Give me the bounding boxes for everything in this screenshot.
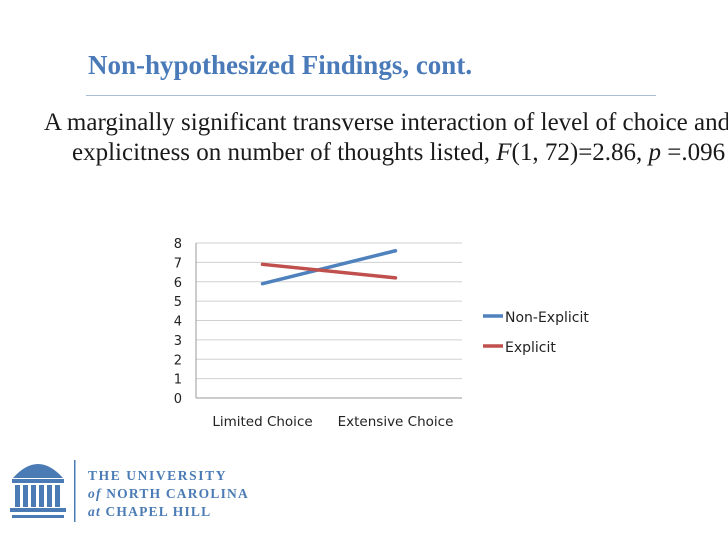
logo-line-3-prefix: at — [88, 504, 101, 519]
old-well-icon — [10, 464, 66, 518]
logo-line-1: THE UNIVERSITY — [88, 468, 227, 483]
series-line — [260, 249, 398, 286]
y-tick-label: 0 — [174, 392, 182, 407]
body-text-prefix: A marginally significant transverse inte… — [44, 109, 728, 166]
y-tick-label: 5 — [174, 295, 182, 310]
y-tick-label: 3 — [174, 334, 182, 349]
p-value: =.096 — [661, 139, 726, 166]
logo-line-3-main: CHAPEL HILL — [105, 504, 211, 519]
f-statistic-args: (1, 72)=2.86, — [511, 139, 649, 166]
p-symbol: p — [648, 139, 662, 166]
slide-body-text: A marginally significant transverse inte… — [44, 108, 728, 168]
y-tick-label: 7 — [174, 256, 182, 271]
y-tick-label: 6 — [174, 276, 182, 291]
y-tick-label: 8 — [174, 237, 182, 252]
legend-label: Explicit — [505, 340, 556, 356]
x-tick-label: Limited Choice — [212, 414, 312, 430]
x-tick-label: Extensive Choice — [338, 414, 454, 430]
y-tick-label: 4 — [174, 315, 182, 330]
legend-label: Non-Explicit — [505, 310, 589, 326]
f-statistic-symbol: F — [496, 139, 512, 166]
slide-title: Non-hypothesized Findings, cont. — [88, 50, 473, 80]
series-line — [260, 262, 398, 280]
y-tick-label: 2 — [174, 353, 182, 368]
title-divider — [86, 95, 656, 96]
y-tick-label: 1 — [174, 373, 182, 388]
logo-line-3: at CHAPEL HILL — [88, 504, 211, 519]
logo-line-2-prefix: of — [88, 486, 102, 501]
logo-divider — [74, 460, 76, 522]
logo-line-2-main: NORTH CAROLINA — [106, 486, 249, 501]
logo-line-2: of NORTH CAROLINA — [88, 486, 249, 501]
